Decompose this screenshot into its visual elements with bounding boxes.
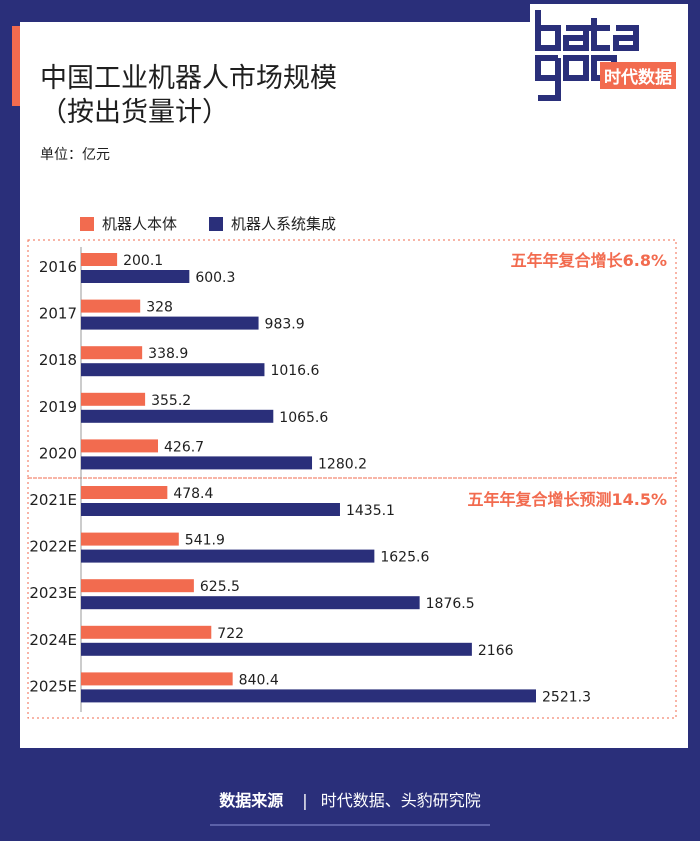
legend-swatch-body <box>80 216 94 231</box>
bar-body <box>81 253 118 266</box>
bar-integration <box>81 409 274 423</box>
datagoo-logo-mark <box>530 4 688 104</box>
annotation-forecast-cagr: 五年年复合增长预测14.5% <box>467 490 667 509</box>
bar-integration <box>81 549 375 563</box>
footer-source-label: 数据来源 <box>219 791 284 810</box>
value-label-integration: 1876.5 <box>426 596 475 612</box>
category-label: 2021E <box>29 491 77 509</box>
bar-body <box>81 579 194 593</box>
value-label-body: 541.9 <box>185 533 225 549</box>
value-label-body: 200.1 <box>123 253 163 269</box>
bar-body <box>81 392 146 406</box>
value-label-integration: 1065.6 <box>279 410 328 426</box>
bar-integration <box>81 363 265 377</box>
chart-title: 中国工业机器人市场规模 （按出货量计） <box>40 63 337 128</box>
legend: 机器人本体 机器人系统集成 <box>80 213 368 234</box>
category-label: 2023E <box>29 584 77 602</box>
footer-source-list: 时代数据、头豹研究院 <box>320 791 481 810</box>
value-label-body: 338.9 <box>148 346 188 362</box>
bar-body <box>81 299 141 313</box>
bar-body <box>81 625 212 639</box>
value-label-integration: 1435.1 <box>346 503 395 519</box>
value-label-integration: 983.9 <box>265 317 305 333</box>
datagoo-logo <box>530 4 688 104</box>
unit-label: 单位：亿元 <box>40 147 110 163</box>
bar-body <box>81 532 179 546</box>
category-label: 2017 <box>39 305 77 323</box>
bar-body <box>81 672 233 686</box>
bar-body <box>81 346 143 360</box>
bar-integration <box>81 596 420 610</box>
bar-integration <box>81 316 259 330</box>
legend-label-body: 机器人本体 <box>102 215 178 233</box>
bar-integration <box>81 270 190 283</box>
value-label-integration: 2521.3 <box>542 689 591 705</box>
bar-body <box>81 439 159 453</box>
frame-right <box>688 0 700 841</box>
legend-label-integration: 机器人系统集成 <box>231 215 337 233</box>
footer-source: 数据来源 | 时代数据、头豹研究院 <box>0 787 700 811</box>
value-label-integration: 2166 <box>478 643 514 659</box>
historical-group-box <box>27 239 677 479</box>
bar-integration <box>81 503 340 516</box>
category-label: 2016 <box>39 258 77 276</box>
value-label-body: 426.7 <box>164 439 204 455</box>
category-label: 2018 <box>39 351 77 369</box>
legend-swatch-integration <box>209 216 224 231</box>
value-label-integration: 1625.6 <box>380 550 429 566</box>
bar-integration <box>81 642 472 656</box>
frame-top <box>0 0 700 22</box>
frame-left <box>0 0 20 841</box>
bar-integration <box>81 456 313 470</box>
value-label-integration: 600.3 <box>195 270 235 286</box>
value-label-body: 840.4 <box>239 672 279 688</box>
value-label-body: 355.2 <box>151 393 191 409</box>
value-label-body: 722 <box>217 626 244 642</box>
value-label-body: 478.4 <box>173 486 213 502</box>
legend-item-integration: 机器人系统集成 <box>209 213 336 234</box>
value-label-integration: 1280.2 <box>318 456 367 472</box>
category-label: 2020 <box>39 444 77 462</box>
value-label-integration: 1016.6 <box>270 363 319 379</box>
bar-body <box>81 486 168 499</box>
category-label: 2024E <box>29 631 77 649</box>
value-label-body: 328 <box>146 300 173 316</box>
footer-separator: | <box>302 791 308 810</box>
orange-accent-bar <box>12 26 20 106</box>
legend-item-body: 机器人本体 <box>80 213 177 234</box>
bar-integration <box>81 689 536 703</box>
forecast-group-box <box>27 477 677 719</box>
annotation-historical-cagr: 五年年复合增长6.8% <box>511 251 667 270</box>
logo-badge: 时代数据 <box>600 62 676 89</box>
category-label: 2022E <box>29 538 77 556</box>
category-label: 2025E <box>29 677 77 695</box>
footer-underline <box>210 824 490 826</box>
category-label: 2019 <box>39 398 77 416</box>
value-label-body: 625.5 <box>200 579 240 595</box>
